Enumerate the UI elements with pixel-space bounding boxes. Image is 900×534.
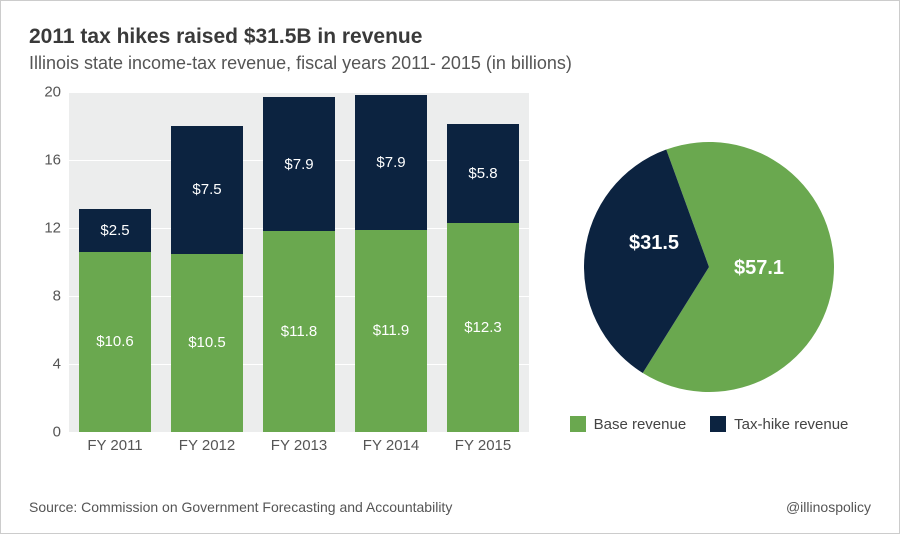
legend-swatch xyxy=(710,416,726,432)
x-tick-label: FY 2015 xyxy=(447,437,519,454)
bar-segment-base: $10.6 xyxy=(79,252,151,432)
pie-slice-label-hike: $31.5 xyxy=(629,232,679,255)
bar-group: $10.6$2.5 xyxy=(79,209,151,432)
bar-segment-base: $11.9 xyxy=(355,230,427,432)
bar-group: $11.9$7.9 xyxy=(355,95,427,432)
bar-group: $11.8$7.9 xyxy=(263,97,335,432)
bar-segment-hike: $5.8 xyxy=(447,124,519,223)
bar-group: $12.3$5.8 xyxy=(447,124,519,432)
pie-chart-area: $57.1 $31.5 Base revenue Tax-hike revenue xyxy=(559,92,859,462)
bar-segment-base: $11.8 xyxy=(263,231,335,432)
x-tick-label: FY 2014 xyxy=(355,437,427,454)
footer: Source: Commission on Government Forecas… xyxy=(29,499,871,515)
attribution-text: @illinospolicy xyxy=(786,499,871,515)
bar-segment-hike: $7.9 xyxy=(355,95,427,229)
bar-segment-hike: $2.5 xyxy=(79,209,151,252)
bar-segment-base: $10.5 xyxy=(171,254,243,433)
chart-title: 2011 tax hikes raised $31.5B in revenue xyxy=(29,25,871,49)
y-tick-label: 12 xyxy=(29,220,69,237)
chart-subtitle: Illinois state income-tax revenue, fisca… xyxy=(29,53,871,74)
x-tick-label: FY 2013 xyxy=(263,437,335,454)
x-tick-label: FY 2012 xyxy=(171,437,243,454)
legend-swatch xyxy=(570,416,586,432)
legend-item-hike: Tax-hike revenue xyxy=(710,416,848,433)
y-tick-label: 8 xyxy=(29,288,69,305)
legend-item-base: Base revenue xyxy=(570,416,687,433)
pie-chart: $57.1 $31.5 xyxy=(584,142,834,392)
charts-container: 048121620 $10.6$2.5$10.5$7.5$11.8$7.9$11… xyxy=(29,92,871,462)
bar-chart: 048121620 $10.6$2.5$10.5$7.5$11.8$7.9$11… xyxy=(29,92,529,462)
bar-groups: $10.6$2.5$10.5$7.5$11.8$7.9$11.9$7.9$12.… xyxy=(69,92,529,432)
pie-slice-label-base: $57.1 xyxy=(734,257,784,280)
legend-label: Base revenue xyxy=(594,416,687,433)
x-tick-label: FY 2011 xyxy=(79,437,151,454)
legend: Base revenue Tax-hike revenue xyxy=(570,416,849,433)
bar-segment-hike: $7.9 xyxy=(263,97,335,231)
source-text: Source: Commission on Government Forecas… xyxy=(29,499,452,515)
y-tick-label: 4 xyxy=(29,356,69,373)
bar-segment-hike: $7.5 xyxy=(171,126,243,254)
y-tick-label: 0 xyxy=(29,424,69,441)
pie-svg xyxy=(584,142,834,392)
bar-segment-base: $12.3 xyxy=(447,223,519,432)
y-tick-label: 20 xyxy=(29,84,69,101)
x-axis-labels: FY 2011 FY 2012 FY 2013 FY 2014 FY 2015 xyxy=(69,437,529,454)
bar-group: $10.5$7.5 xyxy=(171,126,243,432)
y-tick-label: 16 xyxy=(29,152,69,169)
legend-label: Tax-hike revenue xyxy=(734,416,848,433)
